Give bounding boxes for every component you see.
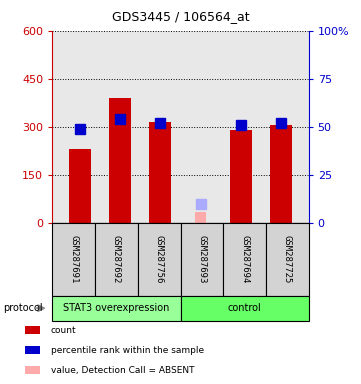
Text: percentile rank within the sample: percentile rank within the sample xyxy=(51,346,204,355)
Text: GSM287692: GSM287692 xyxy=(112,235,121,283)
Text: GSM287693: GSM287693 xyxy=(197,235,206,283)
Bar xyxy=(195,212,206,223)
Text: control: control xyxy=(228,303,261,313)
Text: count: count xyxy=(51,326,76,335)
Bar xyxy=(69,149,91,223)
Bar xyxy=(109,98,131,223)
Text: GSM287691: GSM287691 xyxy=(69,235,78,283)
Text: GSM287725: GSM287725 xyxy=(283,235,292,283)
Text: STAT3 overexpression: STAT3 overexpression xyxy=(63,303,170,313)
Text: GSM287694: GSM287694 xyxy=(240,235,249,283)
Text: GSM287756: GSM287756 xyxy=(155,235,164,283)
Bar xyxy=(230,130,252,223)
Bar xyxy=(270,125,292,223)
Bar xyxy=(149,122,171,223)
Text: protocol: protocol xyxy=(4,303,43,313)
Text: GDS3445 / 106564_at: GDS3445 / 106564_at xyxy=(112,10,249,23)
Text: value, Detection Call = ABSENT: value, Detection Call = ABSENT xyxy=(51,366,194,375)
